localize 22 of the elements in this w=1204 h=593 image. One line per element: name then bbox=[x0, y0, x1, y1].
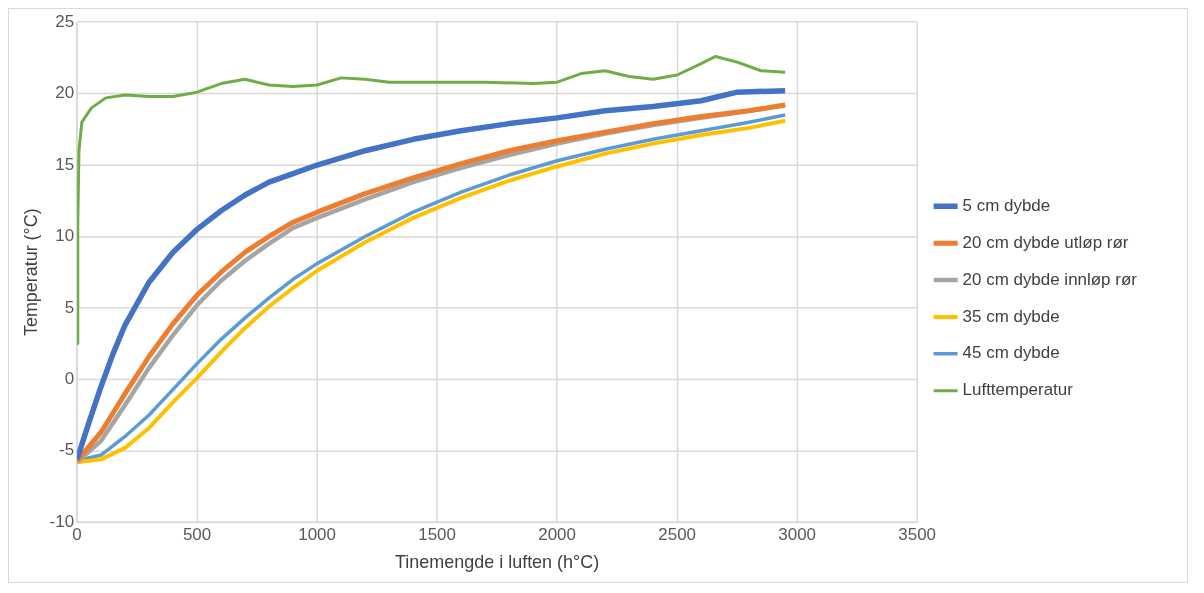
y-axis-title: Temperatur (°C) bbox=[20, 208, 41, 337]
legend-label: 35 cm dybde bbox=[962, 306, 1060, 326]
x-tick-label: 3000 bbox=[778, 525, 817, 545]
x-tick-label: 3500 bbox=[898, 525, 937, 545]
legend-label: 5 cm dybde bbox=[962, 196, 1051, 215]
x-axis-title: Tinemengde i luften (h°C) bbox=[395, 552, 600, 573]
y-tick-label: 25 bbox=[55, 11, 75, 31]
legend-label: 20 cm dybde utløp rør bbox=[962, 232, 1129, 252]
y-tick-label: -5 bbox=[58, 440, 75, 460]
y-tick-label: 0 bbox=[64, 369, 75, 388]
x-tick-label: 1500 bbox=[418, 525, 456, 545]
y-tick-label: 5 bbox=[64, 297, 75, 317]
legend-label: 45 cm dybde bbox=[962, 343, 1060, 363]
x-tick-label: 1000 bbox=[298, 525, 336, 545]
y-tick-label: 10 bbox=[55, 226, 75, 246]
y-tick-label: 20 bbox=[55, 83, 75, 103]
x-tick-label: 500 bbox=[182, 525, 212, 545]
x-tick-label: 2500 bbox=[658, 525, 696, 545]
x-tick-label: 2000 bbox=[538, 525, 576, 545]
legend-label: Lufttemperatur bbox=[962, 380, 1074, 400]
legend-label: 20 cm dybde innløp rør bbox=[962, 269, 1138, 289]
y-tick-label: 15 bbox=[55, 154, 75, 174]
